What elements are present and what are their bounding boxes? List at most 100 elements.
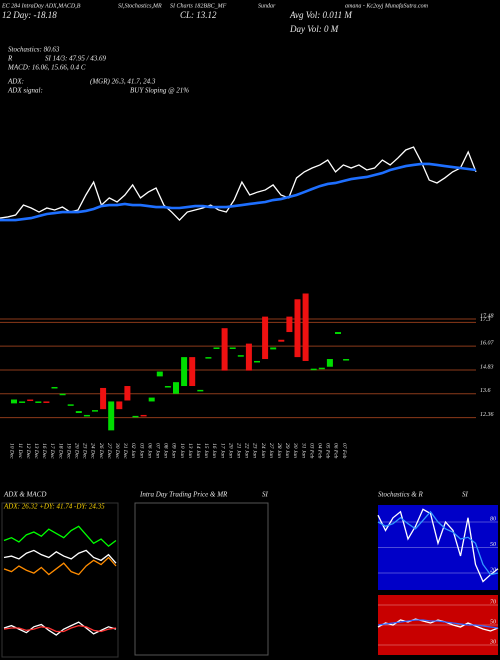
adx: ADX:	[7, 78, 24, 86]
candle	[326, 359, 333, 367]
macd: MACD: 16.06, 15.66, 0.4 C	[7, 64, 86, 72]
candle	[310, 368, 317, 371]
x-tick-label: 27 Jan	[268, 443, 274, 458]
x-tick-label: 20 Dec	[74, 443, 80, 459]
x-tick-label: 26 Dec	[98, 443, 104, 459]
x-tick-label: 29 Jan	[284, 443, 290, 458]
candle	[148, 397, 155, 402]
x-tick-label: 03 Jan	[138, 443, 144, 458]
x-tick-label: 11 Dec	[17, 443, 23, 459]
title: amana - Kc2oyj MunafaSutra.com	[345, 2, 429, 9]
x-tick-label: 28 Jan	[276, 443, 282, 458]
x-tick-label: 13 Jan	[187, 443, 193, 458]
panel-title: SI	[462, 491, 469, 499]
panel-title: SI	[262, 491, 269, 499]
x-tick-label: 10 Dec	[9, 443, 15, 459]
candle	[294, 299, 301, 358]
candle	[237, 355, 244, 357]
candle	[173, 382, 179, 394]
x-tick-label: 10 Jan	[179, 443, 185, 458]
panel-title: Intra Day Trading Price & MR	[139, 491, 228, 499]
adx-signal: BUY Sloping @ 21%	[130, 87, 189, 95]
rsi: R	[7, 55, 13, 63]
intraday-panel	[134, 502, 269, 656]
candle	[116, 401, 123, 410]
series-line	[3, 556, 117, 576]
candle	[35, 401, 42, 403]
series-line	[0, 162, 477, 222]
candle	[11, 399, 17, 404]
candle	[132, 415, 139, 418]
x-tick-label: 16 Jan	[211, 443, 217, 458]
title: SI,Stochastics,MR	[118, 3, 162, 9]
candle	[221, 328, 228, 371]
candle	[181, 357, 188, 387]
x-tick-label: 14 Jan	[195, 443, 202, 458]
candle	[51, 386, 58, 389]
candle	[270, 347, 277, 350]
candle	[335, 332, 341, 334]
x-tick-label: 17 Jan	[219, 443, 225, 458]
x-tick-label: 05 Feb	[325, 443, 331, 459]
y-tick-label: 14.83	[480, 363, 494, 370]
x-tick-label: 06 Jan	[146, 443, 152, 458]
panel-subtitle: ADX: 26.32 +DY: 41.74 -DY: 24.35	[3, 503, 105, 511]
candle	[262, 316, 269, 360]
x-tick-label: 02 Jan	[130, 443, 136, 458]
title: Sundar	[258, 3, 276, 9]
panel-title: ADX & MACD	[3, 491, 46, 499]
x-tick-label: 30 Dec	[114, 442, 120, 459]
x-tick-label: 07 Jan	[155, 443, 161, 458]
avg-volume: Avg Vol: 0.011 M	[289, 10, 352, 20]
adx-signal: ADX signal:	[7, 87, 43, 95]
x-tick-label: 21 Jan	[236, 443, 242, 458]
x-tick-label: 23 Jan	[252, 443, 258, 458]
panel-title: Stochastics & R	[378, 491, 423, 499]
x-tick-label: 20 Jan	[227, 443, 233, 458]
candle	[92, 410, 98, 412]
candle	[229, 347, 236, 349]
y-tick-label: 80	[490, 516, 496, 522]
title: SI Charts 182BBC_MF	[170, 3, 227, 9]
candle	[278, 339, 285, 342]
candle	[59, 393, 66, 396]
candle	[108, 401, 115, 431]
candle	[100, 387, 107, 410]
y-tick-label: 70	[490, 599, 496, 605]
series-line	[3, 549, 117, 564]
candle	[67, 404, 74, 406]
candle	[286, 316, 293, 333]
day-change: 12 Day: -18.18	[2, 10, 57, 20]
close-price: CL: 13.12	[180, 10, 217, 20]
y-tick-label: 17.3	[480, 317, 491, 323]
rsi: SI 14/3: 47.95 / 43.69	[45, 55, 107, 63]
x-tick-label: 22 Jan	[244, 443, 250, 458]
x-tick-label: 16 Dec	[41, 443, 47, 459]
day-volume: Day Vol: 0 M	[289, 24, 339, 34]
y-tick-label: 50	[490, 619, 496, 625]
stochastics: Stochastics: 80.63	[8, 46, 60, 54]
candle	[156, 371, 163, 377]
series-line	[377, 508, 499, 583]
candle	[83, 414, 90, 417]
candle	[254, 360, 260, 363]
x-tick-label: 13 Dec	[33, 443, 39, 459]
x-tick-label: 27 Dec	[106, 443, 112, 459]
x-tick-label: 19 Dec	[65, 443, 71, 459]
series-line	[377, 619, 499, 629]
x-tick-label: 03 Feb	[308, 443, 314, 459]
candle	[213, 347, 220, 349]
x-tick-label: 06 Feb	[333, 443, 339, 459]
candle	[318, 367, 325, 370]
candle	[245, 343, 252, 371]
y-tick-label: 30	[489, 639, 496, 645]
x-tick-label: 12 Dec	[25, 443, 31, 459]
x-tick-label: 24 Jan	[260, 443, 267, 458]
x-tick-label: 17 Dec	[49, 443, 55, 459]
x-tick-label: 31 Dec	[122, 442, 128, 459]
candle	[27, 399, 34, 402]
candle	[302, 293, 309, 361]
candle	[197, 389, 204, 392]
candle	[75, 411, 82, 414]
